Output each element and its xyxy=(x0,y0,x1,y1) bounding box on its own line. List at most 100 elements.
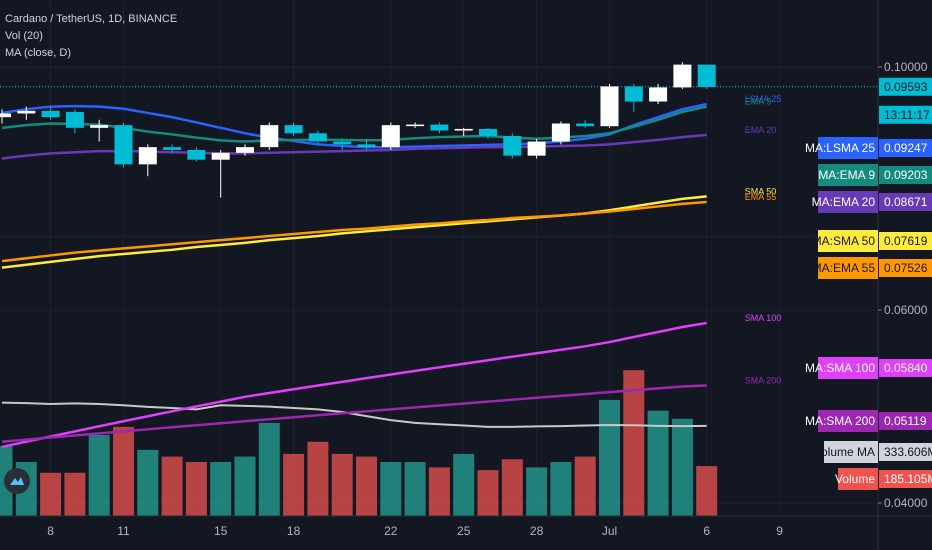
candle-body xyxy=(479,128,497,137)
candle-body xyxy=(284,125,303,134)
volume-bar xyxy=(40,472,62,516)
candle-body xyxy=(187,149,206,160)
time-tick-label[interactable]: 25 xyxy=(457,524,471,538)
indicator-name-box xyxy=(818,191,878,213)
price-tick-label[interactable]: 0.10000 xyxy=(884,60,928,74)
indicator-value-label-text: 0.09203 xyxy=(884,168,928,182)
time-tick-label[interactable]: 9 xyxy=(776,524,783,538)
symbol-title[interactable]: Cardano / TetherUS, 1D, BINANCE xyxy=(5,13,178,25)
price-tick-label[interactable]: 0.04000 xyxy=(884,496,928,510)
candle-body xyxy=(90,125,109,128)
candle-body xyxy=(260,125,279,148)
volume-bar xyxy=(283,453,305,516)
indicator-value-label-box xyxy=(879,259,932,277)
candle-body xyxy=(41,110,60,118)
candle-body xyxy=(551,123,570,142)
last-price-label-box xyxy=(879,77,932,96)
volume-ma-line xyxy=(1,401,707,428)
indicator-value-label-text: 0.07526 xyxy=(884,261,928,275)
indicator-value-label-box xyxy=(879,412,932,430)
indicator-tag: SMA 50 xyxy=(745,186,777,196)
indicator-name-label: MA:EMA 9 xyxy=(818,168,875,182)
volume-name-box xyxy=(838,468,878,490)
indicator-value-label-text: 0.08671 xyxy=(884,195,928,209)
volume-bar xyxy=(88,435,110,516)
volume-bar xyxy=(161,456,183,516)
indicator-value-label-text: 0.07619 xyxy=(884,234,928,248)
candle-body xyxy=(576,123,595,127)
indicator-name-label: MA:EMA 20 xyxy=(812,195,876,209)
indicator-name-label: MA:SMA 50 xyxy=(812,234,876,248)
candle-body xyxy=(624,86,643,102)
volume-bar xyxy=(671,418,693,516)
candle-body xyxy=(697,64,716,87)
candle-body xyxy=(454,128,473,131)
time-tick-label[interactable]: 11 xyxy=(117,524,130,538)
indicator-name-label: MA:SMA 100 xyxy=(805,361,875,375)
indicator-value-label-text: 0.05119 xyxy=(884,414,927,428)
candle-body xyxy=(600,86,619,127)
volume-bar xyxy=(64,472,86,516)
volume-bar xyxy=(331,453,353,516)
time-tick-label[interactable]: 18 xyxy=(287,524,301,538)
candle-body xyxy=(430,124,449,131)
indicator-name-box xyxy=(818,230,878,252)
indicator-tag: EMA 55 xyxy=(745,192,777,202)
candle-body xyxy=(114,125,133,165)
countdown-label-box xyxy=(879,105,932,124)
candle-body xyxy=(65,111,84,128)
volume-bar xyxy=(526,467,548,516)
volume-ma-name-label: Volume MA xyxy=(814,445,875,459)
ma-study-label[interactable]: MA (close, D) xyxy=(5,47,72,59)
time-tick-label[interactable]: 8 xyxy=(47,524,54,538)
volume-bar xyxy=(356,456,377,516)
volume-bar xyxy=(477,470,499,516)
volume-study-label[interactable]: Vol (20) xyxy=(5,30,43,42)
indicator-name-label: MA:SMA 200 xyxy=(805,414,875,428)
volume-value-label-box xyxy=(879,470,932,488)
volume-bar xyxy=(623,370,645,516)
volume-bar xyxy=(234,456,256,516)
candle-body xyxy=(381,125,400,148)
volume-bar xyxy=(647,410,669,516)
sma-100-line xyxy=(1,321,707,449)
volume-bar xyxy=(599,399,620,516)
volume-bar xyxy=(428,467,450,516)
volume-bar xyxy=(550,462,572,516)
candle-body xyxy=(649,87,668,102)
indicator-value-label-box xyxy=(879,359,932,377)
candle-body xyxy=(17,110,36,114)
time-axis[interactable]: 8 11 15 18 22 25 28 Jul 6 9 xyxy=(47,524,783,538)
volume-bar xyxy=(137,449,159,516)
ema-55-line xyxy=(1,200,707,263)
volume-ma-name-box xyxy=(824,441,878,463)
logo-mark-icon xyxy=(10,477,24,485)
last-price-label-text: 0.09593 xyxy=(884,80,928,94)
time-tick-label[interactable]: Jul xyxy=(602,524,617,538)
indicator-value-label-box xyxy=(879,166,932,184)
time-tick-label[interactable]: 15 xyxy=(214,524,228,538)
time-tick-label[interactable]: 28 xyxy=(530,524,544,538)
indicator-value-label-box xyxy=(879,193,932,211)
volume-bar xyxy=(307,441,329,516)
candle-body xyxy=(527,141,546,156)
price-tick-label[interactable]: 0.06000 xyxy=(884,303,928,317)
candle-body xyxy=(406,124,425,127)
volume-bar xyxy=(453,453,475,516)
time-tick-label[interactable]: 22 xyxy=(384,524,398,538)
candle-body xyxy=(0,113,11,118)
volume-bar xyxy=(113,426,134,516)
candlesticks xyxy=(0,62,716,198)
indicator-name-box xyxy=(818,257,878,279)
candle-body xyxy=(308,133,327,142)
volume-value-label-text: 185.105M xyxy=(884,472,932,486)
indicator-value-label-box xyxy=(879,139,932,157)
tradingview-logo-icon[interactable] xyxy=(4,468,30,494)
chart-legend: Cardano / TetherUS, 1D, BINANCE Vol (20)… xyxy=(5,11,177,62)
time-tick-label[interactable]: 6 xyxy=(703,524,710,538)
candle-body xyxy=(503,136,522,156)
indicator-name-label: MA:EMA 55 xyxy=(812,261,876,275)
price-labels: 0.09593 13:11:17 MA:LSMA 25 0.09247 MA:EMA 9… xyxy=(805,77,932,490)
